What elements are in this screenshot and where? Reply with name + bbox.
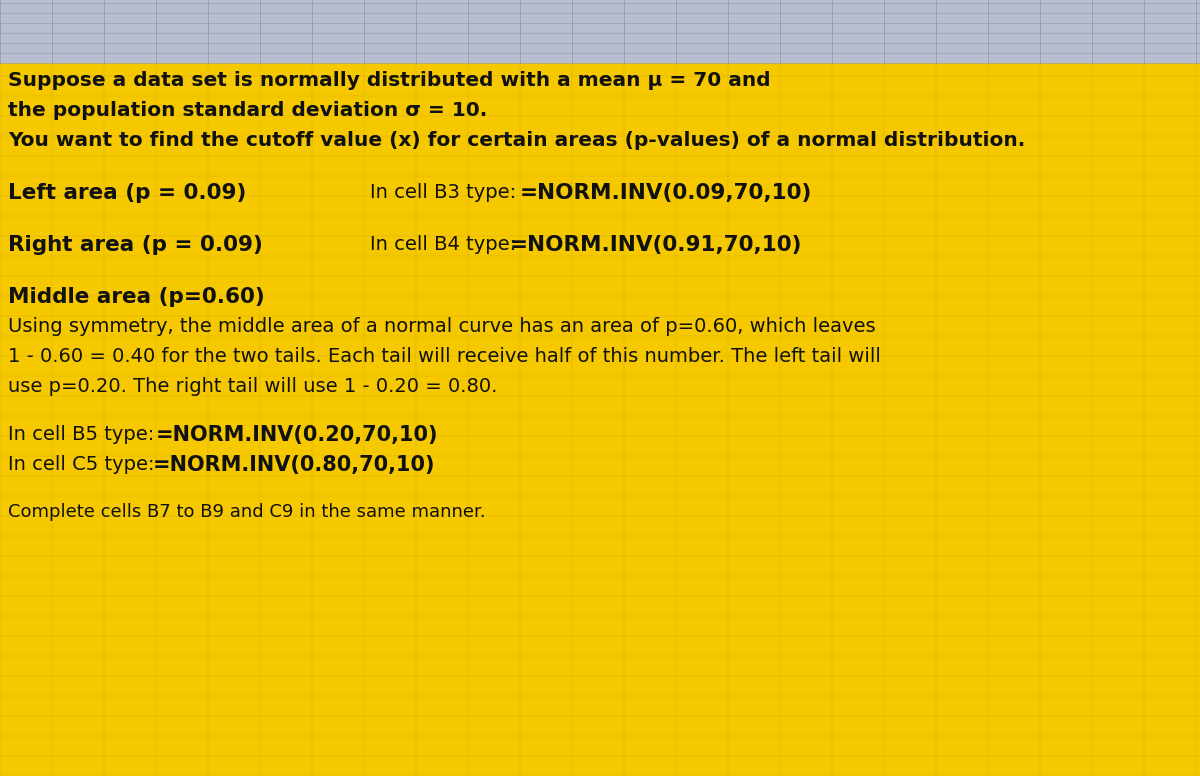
Text: 1 - 0.60 = 0.40 for the two tails. Each tail will receive half of this number. T: 1 - 0.60 = 0.40 for the two tails. Each … xyxy=(8,347,881,366)
Text: Suppose a data set is normally distributed with a mean μ = 70 and: Suppose a data set is normally distribut… xyxy=(8,71,770,90)
Text: =NORM.INV(0.91,70,10): =NORM.INV(0.91,70,10) xyxy=(510,235,803,255)
Text: =NORM.INV(0.09,70,10): =NORM.INV(0.09,70,10) xyxy=(520,183,812,203)
Text: =NORM.INV(0.20,70,10): =NORM.INV(0.20,70,10) xyxy=(156,425,438,445)
Text: In cell C5 type:: In cell C5 type: xyxy=(8,455,161,474)
Text: =NORM.INV(0.80,70,10): =NORM.INV(0.80,70,10) xyxy=(154,455,436,475)
Text: In cell B4 type:: In cell B4 type: xyxy=(370,235,522,254)
Text: You want to find the cutoff value (x) for certain areas (p-values) of a normal d: You want to find the cutoff value (x) fo… xyxy=(8,131,1025,150)
Text: Middle area (p=0.60): Middle area (p=0.60) xyxy=(8,287,265,307)
Text: In cell B3 type:: In cell B3 type: xyxy=(370,183,522,202)
Text: In cell B5 type:: In cell B5 type: xyxy=(8,425,161,444)
Text: use p=0.20. The right tail will use 1 - 0.20 = 0.80.: use p=0.20. The right tail will use 1 - … xyxy=(8,377,497,396)
Text: Complete cells B7 to B9 and C9 in the same manner.: Complete cells B7 to B9 and C9 in the sa… xyxy=(8,503,486,521)
Bar xyxy=(0,0,1200,63)
Text: the population standard deviation σ = 10.: the population standard deviation σ = 10… xyxy=(8,101,487,120)
Text: Left area (p = 0.09): Left area (p = 0.09) xyxy=(8,183,246,203)
Text: Using symmetry, the middle area of a normal curve has an area of p=0.60, which l: Using symmetry, the middle area of a nor… xyxy=(8,317,876,336)
Text: Right area (p = 0.09): Right area (p = 0.09) xyxy=(8,235,263,255)
